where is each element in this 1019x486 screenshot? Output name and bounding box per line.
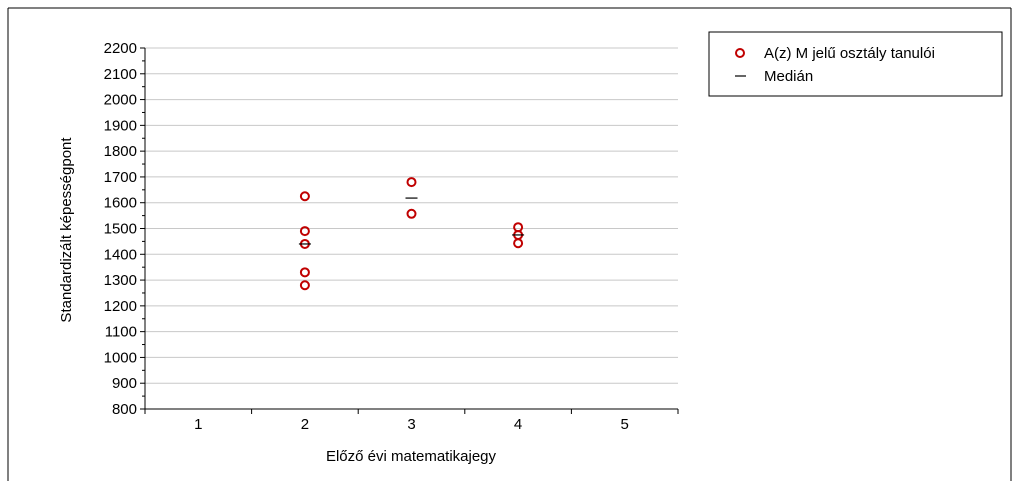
axes: 800 900 1000 1100 1200 1300 1400 1500 1600 1700 18… (104, 40, 679, 433)
data-points (298, 177, 525, 291)
y-tick-label: 1300 (104, 272, 137, 289)
x-tick-label: 3 (407, 416, 415, 433)
x-tick-label: 4 (514, 416, 522, 433)
y-tick-label: 800 (112, 401, 137, 418)
student-point (406, 177, 417, 188)
y-tick-label: 1900 (104, 117, 137, 134)
y-tick-label: 1700 (104, 169, 137, 186)
y-tick-label: 900 (112, 375, 137, 392)
x-axis-title: Előző évi matematikajegy (326, 448, 497, 465)
legend: A(z) M jelű osztály tanulói Medián (708, 31, 1003, 97)
y-tick-label: 1400 (104, 246, 137, 263)
y-tick-label: 1200 (104, 298, 137, 315)
x-tick-label: 5 (621, 416, 629, 433)
y-tick-label: 2000 (104, 92, 137, 109)
x-tick-label: 1 (194, 416, 202, 433)
student-point (299, 191, 310, 202)
student-point (299, 226, 310, 237)
y-tick-label: 2200 (104, 40, 137, 57)
y-tick-label: 1000 (104, 349, 137, 366)
legend-label-students: A(z) M jelű osztály tanulói (764, 45, 935, 62)
grid (145, 47, 678, 410)
x-tick-label: 2 (301, 416, 309, 433)
y-tick-label: 1100 (105, 324, 137, 341)
legend-circle-marker (735, 48, 745, 58)
student-point (299, 267, 310, 278)
y-axis-title: Standardizált képességpont (58, 137, 75, 323)
student-point (299, 280, 310, 291)
legend-label-median: Medián (764, 68, 813, 85)
y-tick-label: 1600 (104, 195, 137, 212)
y-tick-label: 1800 (104, 143, 137, 160)
y-tick-label: 1500 (104, 221, 137, 238)
student-point (406, 208, 417, 219)
y-tick-label: 2100 (104, 66, 137, 83)
legend-box (708, 31, 1003, 97)
student-point (513, 238, 524, 249)
